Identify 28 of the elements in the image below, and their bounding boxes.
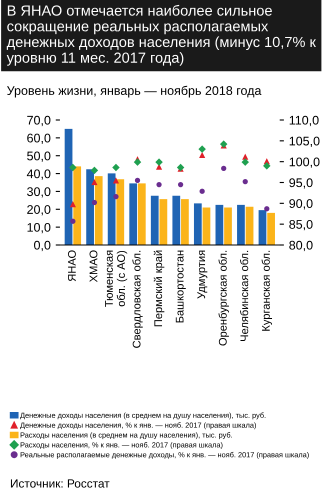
y-tick-label: 0,0: [34, 240, 50, 252]
y-tick-label: 10,0: [28, 222, 50, 234]
y-tick-label: 50,0: [27, 152, 50, 162]
x-tick-label: Оренбургская обл.: [218, 250, 229, 346]
y-tick-label: 70,0: [27, 116, 50, 126]
chart-title: В ЯНАО отмечается наиболее сильное сокращение реальных располагаемых денежных доходов населения (минус 10,7% к уровню 11 мес. 2017 года): [6, 4, 316, 66]
y2-tick-label: 85,0: [289, 220, 313, 230]
y-tick-label: 20,0: [27, 205, 50, 216]
text: Источник: Росстат: [10, 479, 110, 488]
x-tick-label: Пермский край: [154, 250, 164, 326]
y-tick-label: 40,0: [26, 169, 50, 180]
x-tick-label: ЯНАО: [68, 250, 76, 282]
y2-tick-label: 100,0: [290, 157, 320, 168]
x-tick-label: Свердловская обл.: [132, 250, 143, 348]
y2-tick-label: 110,0: [290, 116, 319, 126]
x-tick-label: Тюменская обл. (с АО): [105, 250, 128, 307]
y2-tick-label: 95,0: [289, 178, 313, 189]
y2-tick-label: 80,0: [289, 240, 313, 252]
y2-tick-label: 105,0: [290, 136, 320, 147]
x-tick-label: ХМАО: [90, 250, 98, 282]
y2-tick-label: 90,0: [289, 199, 313, 210]
chart-subtitle: Уровень жизни, январь — ноябрь 2018 года: [6, 86, 262, 98]
x-tick-label: Башкортостан: [176, 250, 186, 322]
y-tick-label: 60,0: [27, 134, 50, 144]
x-tick-label: Удмуртия: [197, 250, 208, 299]
x-tick-label: Челябинская обл.: [240, 250, 248, 341]
y-tick-label: 30,0: [27, 187, 50, 198]
x-tick-label: Курганская обл.: [262, 250, 272, 331]
